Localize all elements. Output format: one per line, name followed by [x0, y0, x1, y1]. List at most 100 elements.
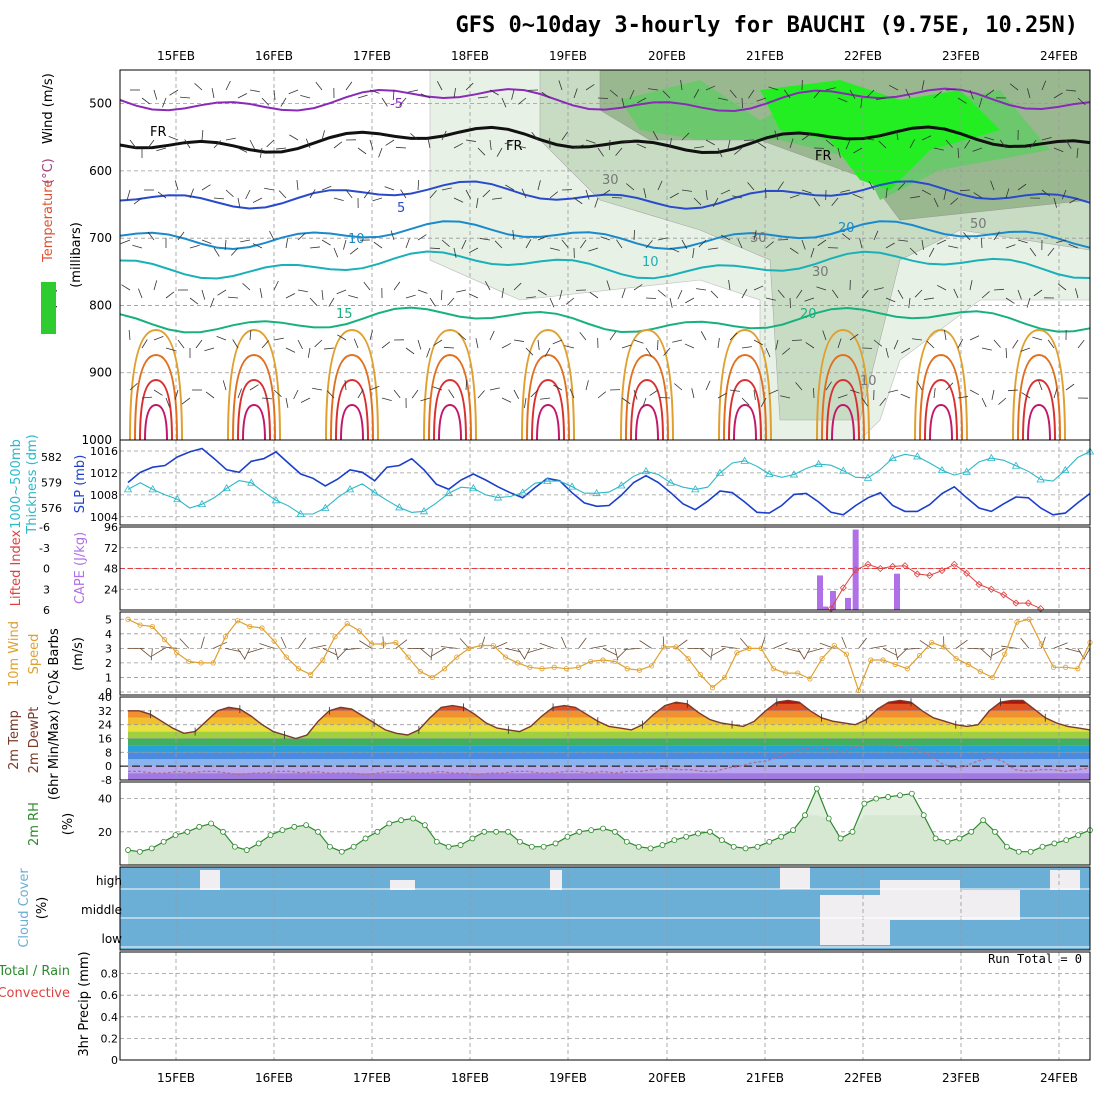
rh2m-point — [908, 790, 915, 797]
wind-barb-10m — [517, 648, 526, 660]
wind10m-point — [856, 687, 862, 694]
slp-point — [592, 488, 601, 497]
wind-barb — [674, 383, 683, 391]
wind-barb — [1075, 288, 1079, 299]
isotherm-line — [119, 180, 1091, 210]
wind-barb — [549, 247, 560, 251]
wind-barb — [901, 347, 911, 354]
wind-barb — [321, 185, 332, 191]
wind-barb — [482, 189, 491, 198]
wind-barb — [309, 189, 316, 199]
rh2m-point — [932, 835, 939, 842]
wind-barb-10m — [614, 648, 619, 661]
wind-barb — [147, 139, 155, 149]
rh2m-point — [172, 832, 179, 839]
wind-barb — [921, 239, 924, 250]
wind10m-point — [941, 644, 947, 650]
wind-barb — [841, 233, 851, 241]
rh2m-point — [469, 835, 476, 842]
rh2m-point — [493, 828, 500, 835]
slp-point — [148, 485, 157, 493]
cape-bar — [830, 590, 836, 610]
wind-barb — [897, 289, 904, 299]
wind-tick: 3 — [105, 642, 112, 655]
wind-barb — [885, 347, 889, 358]
wind-barb — [768, 389, 779, 395]
day-label-bottom: 20FEB — [648, 1071, 686, 1085]
wind-barb — [957, 338, 964, 349]
wind-barb — [710, 290, 719, 299]
wind-barb — [162, 97, 167, 108]
rh2m-point — [362, 835, 369, 842]
wind-barb — [957, 396, 968, 399]
wind10m-point — [149, 623, 155, 630]
wind-barb-10m — [243, 648, 251, 660]
wind-barb — [648, 88, 659, 91]
temp-band — [128, 773, 1090, 780]
day-label-top: 22FEB — [844, 49, 882, 63]
wind10m-point — [880, 657, 886, 663]
temp-band — [128, 738, 1090, 746]
wind-barb-10m — [590, 645, 607, 649]
wind-barb — [611, 197, 623, 199]
wind-barb-10m — [480, 636, 486, 649]
wind-barb — [195, 339, 203, 349]
wind-barb — [537, 235, 548, 241]
wind-barb — [950, 197, 959, 205]
wind-barb — [147, 231, 155, 241]
wind10m-point — [466, 645, 472, 651]
slp-point — [173, 494, 182, 503]
wind-barb — [249, 384, 259, 391]
wind-barb — [561, 131, 569, 141]
warm-contour — [227, 328, 281, 441]
wind-barb — [933, 91, 942, 99]
warm-contour — [1017, 353, 1061, 441]
li-point — [1024, 599, 1032, 607]
rh2m-point — [540, 843, 547, 850]
wind-barb — [157, 191, 167, 199]
wind10m-point — [308, 671, 314, 678]
wind-barb-10m — [298, 637, 307, 649]
wind10m-point — [368, 641, 375, 647]
wind-barb — [1027, 88, 1031, 99]
wind-barb — [453, 197, 464, 203]
wind10m-point — [320, 657, 326, 663]
wind-barb — [1005, 188, 1010, 199]
wind-barb — [525, 296, 536, 299]
wind-barb — [237, 388, 242, 399]
wind-barb — [813, 387, 815, 399]
temp-band — [128, 724, 1090, 732]
rh-legend-swatch — [41, 282, 56, 334]
wind-barb — [991, 389, 995, 400]
wind-barb — [461, 239, 467, 250]
wind-barb — [333, 197, 344, 201]
wind-barb — [189, 188, 194, 199]
wind10m-point — [259, 625, 265, 631]
rh2m-point — [1015, 848, 1022, 855]
wind-barb-10m — [894, 648, 899, 661]
warm-contour — [733, 403, 757, 441]
wind-barb — [657, 289, 666, 297]
wind10m-point — [953, 655, 959, 662]
wind-barb — [585, 189, 590, 200]
rh2m-point — [588, 827, 595, 834]
slp-point — [395, 503, 404, 511]
thickness-slp-panel: 1004 1008 1012 1016 576 579 582 1000~500mb Thick… — [9, 434, 1095, 535]
wind-barb — [357, 389, 364, 399]
panel-frame — [119, 439, 1091, 526]
wind-barb — [801, 239, 806, 250]
wind-barb — [378, 147, 383, 158]
rh2m-point — [279, 827, 286, 834]
wind-barb — [765, 241, 774, 249]
slp-point — [789, 470, 799, 478]
li-point — [938, 567, 946, 575]
wind-barb — [579, 331, 587, 341]
wind-barb — [1026, 297, 1031, 308]
wind-barb — [395, 146, 407, 149]
wind-barb — [990, 180, 995, 191]
rh2m-point — [291, 823, 298, 830]
wind-barb — [405, 347, 415, 355]
rh2m-panel: 20 40 2m RH (%) — [27, 781, 1093, 866]
wind-barb — [753, 389, 756, 400]
wind-barb — [468, 247, 479, 254]
